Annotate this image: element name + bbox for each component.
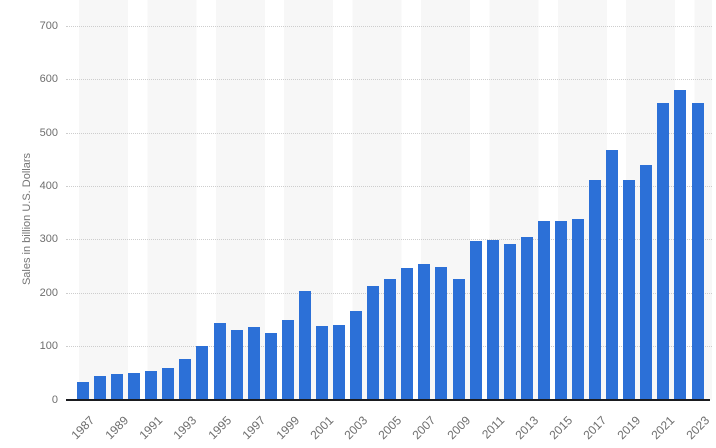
bar[interactable] bbox=[452, 279, 465, 400]
bar[interactable] bbox=[264, 332, 277, 400]
gridline bbox=[66, 25, 712, 27]
x-tick-label: 2017 bbox=[580, 413, 610, 443]
bar[interactable] bbox=[486, 240, 499, 400]
x-axis-line bbox=[66, 399, 710, 401]
gridline bbox=[66, 239, 712, 241]
bar[interactable] bbox=[606, 149, 619, 400]
gridline bbox=[66, 132, 712, 134]
y-tick-label: 700 bbox=[39, 19, 58, 32]
bar[interactable] bbox=[554, 221, 567, 400]
y-tick-label: 200 bbox=[39, 286, 58, 299]
bar[interactable] bbox=[623, 179, 636, 400]
bar[interactable] bbox=[657, 103, 670, 400]
plot-area bbox=[66, 0, 712, 400]
bar[interactable] bbox=[640, 164, 653, 400]
gridline bbox=[66, 79, 712, 81]
bar[interactable] bbox=[367, 286, 380, 400]
bar[interactable] bbox=[674, 90, 687, 400]
x-tick-label: 1993 bbox=[170, 413, 200, 443]
bar[interactable] bbox=[111, 373, 124, 400]
bar[interactable] bbox=[213, 322, 226, 400]
bar[interactable] bbox=[384, 278, 397, 400]
x-tick-label: 1997 bbox=[239, 413, 268, 443]
y-tick-label: 400 bbox=[39, 179, 58, 192]
y-axis-title: Sales in billion U.S. Dollars bbox=[21, 152, 33, 286]
y-tick-label: 100 bbox=[39, 340, 58, 353]
bar[interactable] bbox=[128, 373, 141, 400]
bar[interactable] bbox=[281, 320, 294, 400]
bar[interactable] bbox=[589, 179, 602, 400]
x-tick-label: 2021 bbox=[648, 413, 678, 443]
bar[interactable] bbox=[315, 325, 328, 400]
gridline bbox=[66, 185, 712, 187]
bar[interactable] bbox=[230, 329, 243, 400]
x-tick-label: 2013 bbox=[512, 413, 542, 443]
bar[interactable] bbox=[469, 240, 482, 400]
x-tick-label: 2007 bbox=[409, 413, 439, 443]
bar[interactable] bbox=[418, 263, 431, 400]
bar[interactable] bbox=[503, 244, 516, 400]
bar[interactable] bbox=[94, 375, 107, 400]
x-tick-label: 2003 bbox=[341, 413, 371, 443]
x-tick-label: 2009 bbox=[443, 413, 473, 443]
x-tick-label: 1989 bbox=[102, 413, 132, 443]
bar[interactable] bbox=[247, 326, 260, 400]
x-tick-label: 2011 bbox=[478, 413, 507, 442]
y-tick-label: 300 bbox=[39, 233, 58, 246]
x-tick-label: 2023 bbox=[682, 413, 712, 443]
y-tick-label: 500 bbox=[39, 126, 58, 139]
bar[interactable] bbox=[401, 267, 414, 400]
x-tick-label: 2015 bbox=[546, 413, 576, 443]
bar[interactable] bbox=[179, 358, 192, 400]
y-tick-label: 0 bbox=[51, 393, 58, 406]
x-tick-label: 1995 bbox=[204, 413, 234, 443]
bar[interactable] bbox=[537, 220, 550, 400]
bar[interactable] bbox=[162, 368, 175, 400]
bar[interactable] bbox=[691, 102, 704, 400]
x-tick-label: 1999 bbox=[273, 413, 303, 443]
bar[interactable] bbox=[435, 267, 448, 400]
bar[interactable] bbox=[298, 290, 311, 400]
bar[interactable] bbox=[520, 236, 533, 400]
bar[interactable] bbox=[77, 382, 89, 400]
bar[interactable] bbox=[333, 324, 346, 400]
bar[interactable] bbox=[572, 219, 585, 400]
y-tick-label: 600 bbox=[39, 73, 58, 86]
x-tick-label: 2001 bbox=[307, 413, 337, 443]
x-tick-label: 1987 bbox=[68, 413, 98, 443]
bar[interactable] bbox=[350, 311, 363, 400]
bar[interactable] bbox=[196, 345, 209, 400]
bar[interactable] bbox=[145, 370, 158, 400]
